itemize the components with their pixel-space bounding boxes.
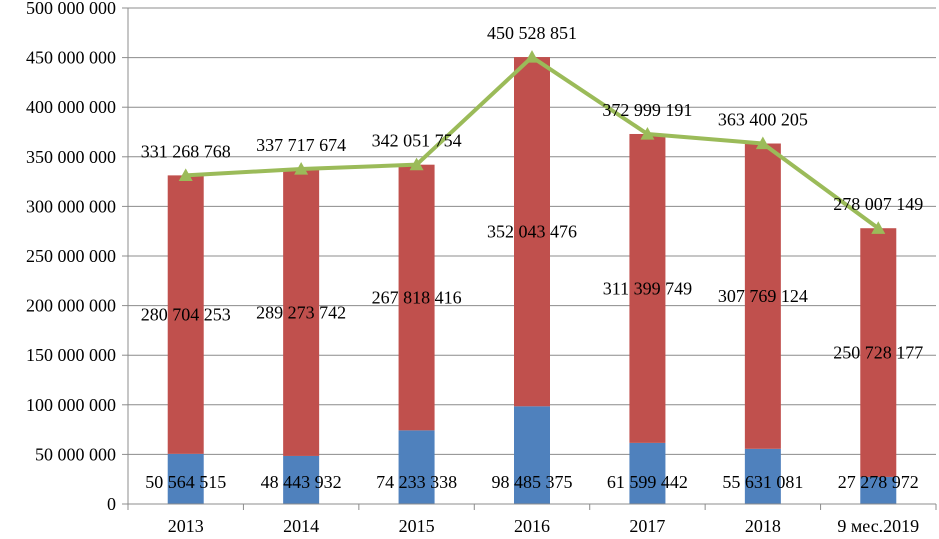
bars	[167, 57, 897, 504]
line-point-marker	[640, 126, 655, 140]
x-tick-label: 2017	[629, 516, 665, 536]
data-label: 450 528 851	[487, 23, 577, 43]
bar-segment	[398, 164, 435, 431]
y-tick-label: 200 000 000	[26, 296, 116, 316]
data-label: 342 051 754	[372, 131, 462, 151]
bar-segment	[744, 143, 781, 449]
x-tick-label: 9 мес.2019	[837, 516, 919, 536]
data-labels: 50 564 515 48 443 932 74 233 338 98 485 375…	[141, 23, 924, 492]
bar-segment	[744, 448, 781, 504]
y-tick-label: 500 000 000	[26, 0, 116, 18]
bar-segment	[514, 57, 550, 407]
y-tick-label: 50 000 000	[35, 444, 116, 464]
bar-segment	[167, 453, 204, 504]
y-tick-label: 300 000 000	[26, 196, 116, 216]
x-tick-label: 2018	[745, 516, 781, 536]
y-tick-label: 450 000 000	[26, 48, 116, 68]
data-label: 289 273 742	[256, 302, 346, 322]
bar-segment	[629, 133, 666, 443]
data-label: 278 007 149	[833, 194, 923, 214]
bar-segment	[629, 442, 666, 504]
data-label: 55 631 081	[722, 472, 803, 492]
y-tick-label: 0	[107, 494, 116, 514]
data-label: 307 769 124	[718, 286, 808, 306]
x-tick-label: 2014	[283, 516, 319, 536]
data-label: 250 728 177	[833, 343, 923, 363]
y-tick-label: 100 000 000	[26, 395, 116, 415]
bar-segment	[398, 430, 435, 504]
y-tick-label: 250 000 000	[26, 246, 116, 266]
line-point-marker	[525, 50, 539, 63]
x-tick-label: 2016	[514, 516, 550, 536]
x-tick-label: 2013	[168, 516, 204, 536]
axes: 0 50 000 000 100 000 000 150 000 000 200 000…	[26, 0, 937, 536]
total-line	[178, 50, 886, 234]
data-label: 98 485 375	[492, 472, 573, 492]
line-point-marker	[294, 161, 309, 175]
bar-segment	[167, 175, 204, 454]
line-point-marker	[755, 136, 770, 150]
data-label: 27 278 972	[838, 472, 919, 492]
data-label: 331 268 768	[141, 141, 231, 161]
bar-segment	[283, 168, 320, 456]
data-label: 267 818 416	[372, 288, 462, 308]
data-label: 50 564 515	[145, 472, 226, 492]
line-point-marker	[871, 221, 886, 234]
data-label: 48 443 932	[261, 472, 342, 492]
data-label: 363 400 205	[718, 110, 808, 130]
data-label: 280 704 253	[141, 305, 231, 325]
y-tick-label: 150 000 000	[26, 345, 116, 365]
data-label: 74 233 338	[376, 472, 457, 492]
line-point-marker	[178, 168, 193, 181]
bar-segment	[514, 406, 550, 504]
data-label: 372 999 191	[602, 100, 692, 120]
x-tick-label: 2015	[399, 516, 435, 536]
y-tick-label: 350 000 000	[26, 147, 116, 167]
bar-segment	[283, 455, 320, 504]
data-label: 352 043 476	[487, 222, 577, 242]
data-label: 311 399 749	[603, 278, 692, 298]
data-label: 61 599 442	[607, 472, 688, 492]
y-tick-label: 400 000 000	[26, 97, 116, 117]
line-point-marker	[409, 157, 424, 171]
data-label: 337 717 674	[256, 135, 346, 155]
bar-segment	[860, 476, 897, 504]
bar-segment	[860, 228, 897, 477]
